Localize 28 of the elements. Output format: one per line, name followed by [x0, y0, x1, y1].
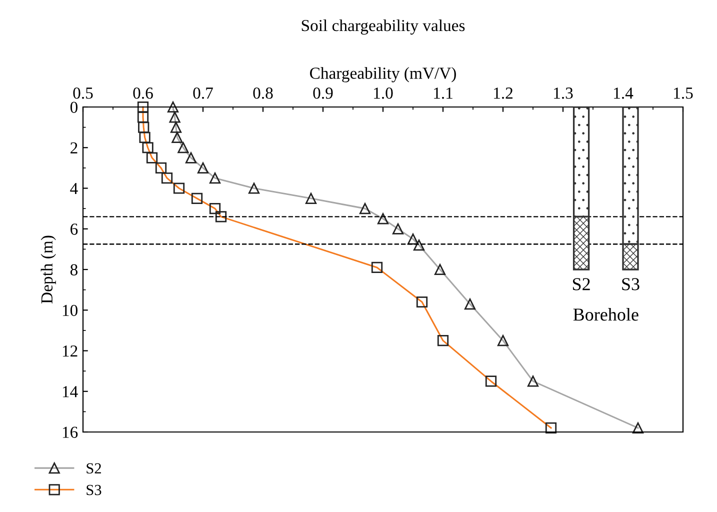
- y-tick-label: 0: [70, 102, 78, 113]
- x-tick-label: 0.5: [73, 88, 93, 99]
- x-tick-label: 0.6: [133, 88, 153, 99]
- x-tick-label: 0.8: [253, 88, 273, 99]
- y-axis-title: Depth (m): [40, 236, 56, 304]
- x-tick-label: 1.5: [674, 88, 693, 99]
- annotation: S2: [572, 278, 590, 290]
- legend-label: S3: [86, 484, 102, 496]
- x-tick-label: 1.0: [374, 88, 393, 99]
- x-tick-label: 1.4: [614, 88, 634, 99]
- y-tick-label: 2: [70, 142, 78, 154]
- x-tick-label: 0.7: [193, 88, 213, 99]
- x-tick-label: 0.9: [313, 88, 333, 99]
- y-tick-label: 14: [62, 386, 78, 398]
- legend-label: S2: [86, 463, 101, 474]
- chart-title: Soil chargeability values: [302, 19, 465, 35]
- annotation: Borehole: [573, 308, 638, 321]
- y-tick-label: 12: [62, 345, 78, 357]
- annotation: S3: [622, 278, 640, 290]
- x-tick-label: 1.1: [434, 88, 452, 99]
- y-tick-label: 4: [70, 183, 78, 194]
- y-tick-label: 6: [70, 224, 78, 235]
- x-tick-label: 1.3: [554, 88, 573, 99]
- y-tick-label: 16: [62, 426, 78, 438]
- y-tick-label: 8: [70, 264, 78, 276]
- y-tick-label: 10: [62, 304, 78, 316]
- x-axis-title: Chargeability (mV/V): [310, 67, 456, 82]
- x-tick-label: 1.2: [494, 88, 512, 99]
